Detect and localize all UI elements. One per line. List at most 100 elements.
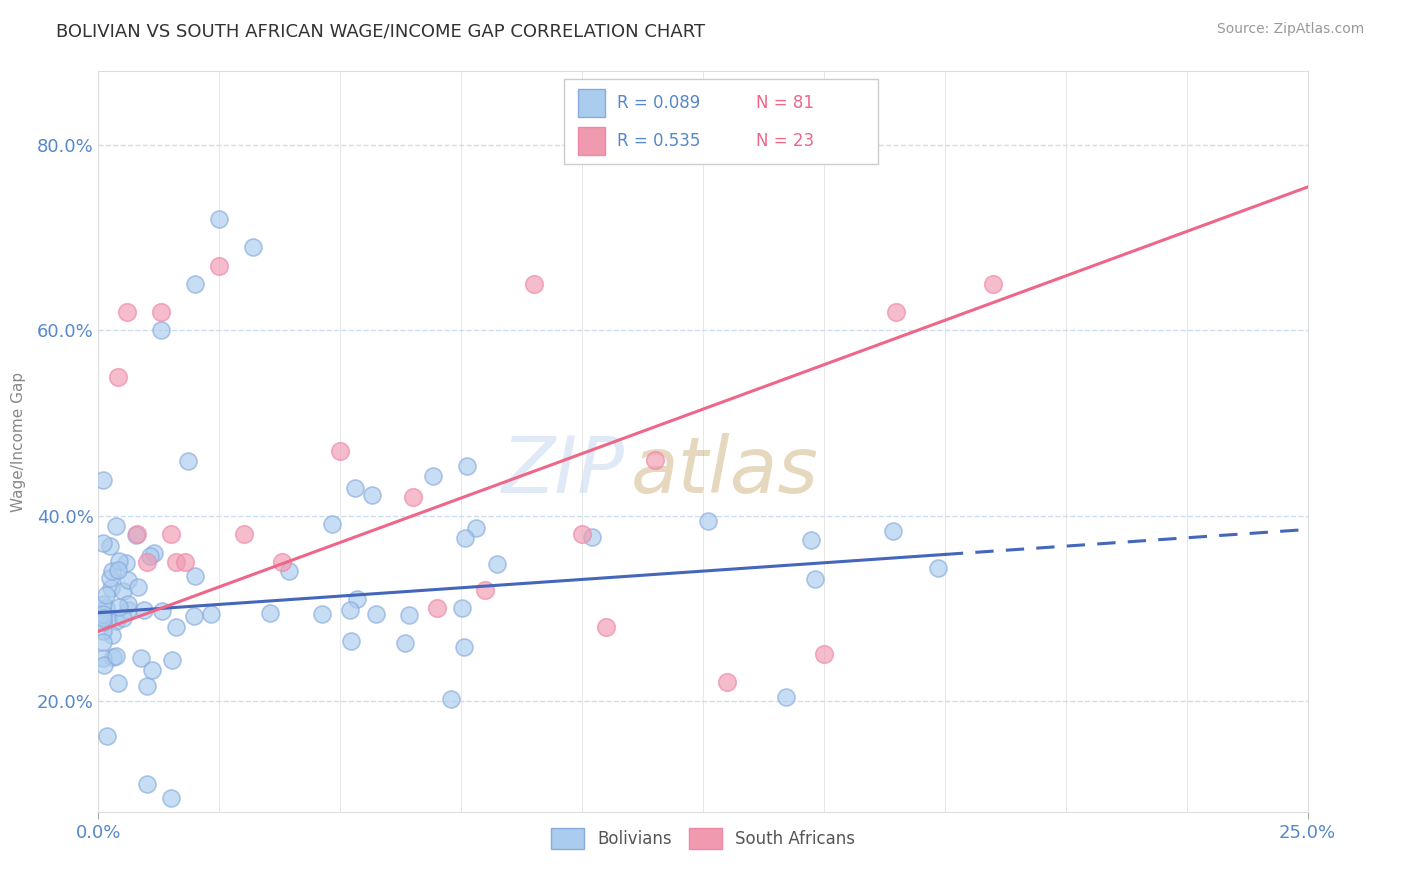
Point — [160, 652, 183, 666]
Text: ZIP: ZIP — [502, 434, 624, 509]
Point — [456, 458, 478, 473]
Point — [91, 615, 114, 630]
Text: N = 23: N = 23 — [756, 132, 814, 151]
Point — [184, 277, 207, 292]
Point — [271, 555, 294, 569]
Point — [813, 648, 835, 662]
Point — [117, 603, 139, 617]
Point — [115, 556, 138, 570]
Point — [101, 628, 124, 642]
Point — [453, 640, 475, 654]
Point — [127, 580, 149, 594]
Point — [111, 611, 134, 625]
Text: N = 81: N = 81 — [756, 94, 814, 112]
Point — [105, 518, 128, 533]
Point — [93, 658, 115, 673]
Point — [136, 679, 159, 693]
Point — [581, 530, 603, 544]
Point — [340, 634, 363, 648]
Point — [91, 536, 114, 550]
FancyBboxPatch shape — [564, 78, 879, 164]
Point — [422, 468, 444, 483]
Text: atlas: atlas — [630, 434, 818, 509]
Point — [451, 600, 474, 615]
Point — [321, 516, 343, 531]
Point — [112, 583, 135, 598]
Point — [139, 549, 162, 564]
Bar — [578, 89, 605, 117]
Point — [259, 606, 281, 620]
Point — [208, 259, 231, 273]
Y-axis label: Wage/Income Gap: Wage/Income Gap — [11, 371, 25, 512]
Point — [278, 564, 301, 578]
Point — [398, 607, 420, 622]
Point — [104, 649, 127, 664]
Point — [91, 611, 114, 625]
Point — [595, 619, 617, 633]
Point — [117, 305, 139, 319]
Point — [200, 607, 222, 621]
Point — [242, 240, 264, 254]
Point — [91, 597, 114, 611]
Point — [177, 454, 200, 468]
Point — [208, 212, 231, 227]
Point — [882, 524, 904, 538]
Point — [97, 611, 120, 625]
Point — [697, 514, 720, 528]
Point — [165, 620, 187, 634]
Point — [402, 490, 425, 504]
Point — [129, 651, 152, 665]
Point — [117, 597, 139, 611]
Point — [440, 692, 463, 706]
Point — [346, 591, 368, 606]
Point — [91, 624, 114, 638]
Point — [91, 635, 114, 649]
Point — [523, 277, 546, 292]
Point — [94, 588, 117, 602]
Point — [426, 601, 449, 615]
Point — [91, 473, 114, 487]
Point — [100, 582, 122, 596]
Point — [800, 533, 823, 548]
Point — [394, 636, 416, 650]
Point — [160, 527, 183, 541]
Text: Source: ZipAtlas.com: Source: ZipAtlas.com — [1216, 22, 1364, 37]
Point — [886, 305, 908, 319]
Text: R = 0.535: R = 0.535 — [617, 132, 700, 151]
Point — [150, 305, 173, 319]
Point — [96, 729, 118, 743]
Point — [339, 603, 361, 617]
Point — [107, 562, 129, 576]
Point — [135, 555, 157, 569]
Point — [117, 574, 139, 588]
Point — [98, 539, 121, 553]
Point — [311, 607, 333, 622]
Point — [981, 277, 1004, 292]
Point — [775, 690, 797, 704]
Text: R = 0.089: R = 0.089 — [617, 94, 700, 112]
Point — [927, 561, 949, 575]
Point — [232, 527, 254, 541]
Point — [474, 582, 496, 597]
Point — [98, 571, 121, 585]
Point — [464, 520, 486, 534]
Point — [485, 557, 508, 571]
Point — [366, 607, 388, 621]
Point — [184, 568, 207, 582]
Point — [150, 324, 173, 338]
Point — [104, 614, 127, 628]
Point — [91, 651, 114, 665]
Point — [804, 573, 827, 587]
Point — [160, 790, 183, 805]
Point — [135, 777, 157, 791]
Point — [101, 649, 124, 664]
Point — [94, 601, 117, 615]
Bar — [578, 128, 605, 155]
Point — [716, 675, 738, 690]
Point — [101, 564, 124, 578]
Point — [108, 554, 131, 568]
Text: BOLIVIAN VS SOUTH AFRICAN WAGE/INCOME GAP CORRELATION CHART: BOLIVIAN VS SOUTH AFRICAN WAGE/INCOME GA… — [56, 22, 706, 40]
Point — [174, 555, 197, 569]
Point — [329, 443, 352, 458]
Point — [571, 527, 593, 541]
